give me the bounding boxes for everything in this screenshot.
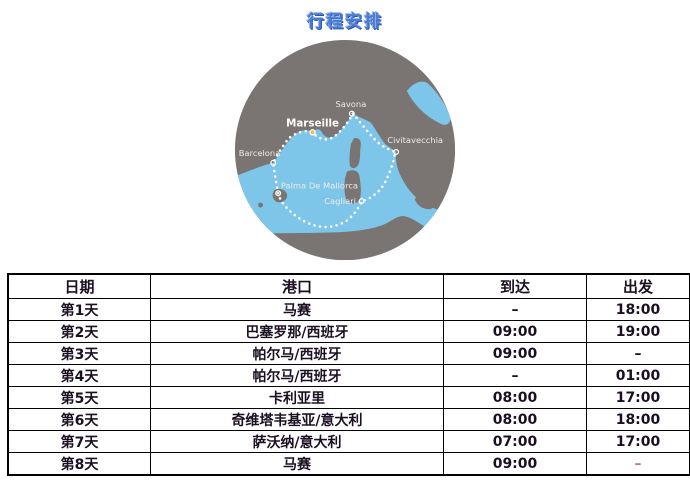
- day-cell: 第6天: [7, 408, 151, 431]
- table-row: 第4天 帕尔马/西班牙 –01:00: [7, 364, 690, 387]
- arrival-cell: 09:00: [443, 342, 587, 365]
- day-cell: 第4天: [7, 364, 151, 387]
- departure-cell: –: [586, 452, 690, 476]
- port-cell: 帕尔马/西班牙: [150, 342, 444, 365]
- savona-label: Savona: [335, 99, 366, 109]
- arrival-cell: 08:00: [443, 408, 587, 431]
- departure-cell: –: [586, 342, 690, 365]
- marseille-label: Marseille: [286, 117, 339, 129]
- table-header-row: 日期 港口 到达 出发: [7, 273, 690, 299]
- cagliari-label: Cagliari: [324, 196, 356, 206]
- departure-cell: 17:00: [586, 430, 690, 453]
- port-cell: 萨沃纳/意大利: [150, 430, 444, 453]
- table-row: 第2天 巴塞罗那/西班牙 09:00 19:00: [7, 320, 690, 343]
- arrival-cell: 08:00: [443, 386, 587, 409]
- header-date: 日期: [7, 273, 151, 299]
- port-cell: 卡利亚里: [150, 386, 444, 409]
- barcelona-marker[interactable]: [270, 159, 277, 166]
- arrival-cell: 09:00: [443, 452, 587, 476]
- table-row: 第8天 马赛 09:00–: [7, 452, 690, 476]
- arrival-cell: 07:00: [443, 430, 587, 453]
- civitavecchia-marker[interactable]: [393, 148, 400, 155]
- title-bar: 行程安排: [0, 0, 690, 32]
- header-port: 港口: [150, 273, 444, 299]
- marseille-marker[interactable]: [309, 129, 316, 136]
- palma-label: Palma De Mallorca: [281, 180, 358, 190]
- header-arrival: 到达: [443, 273, 587, 299]
- map-sardinia-island: [344, 170, 361, 204]
- day-cell: 第8天: [7, 452, 151, 476]
- port-cell: 帕尔马/西班牙: [150, 364, 444, 387]
- civitavecchia-label: Civitavecchia: [387, 135, 443, 145]
- day-cell: 第3天: [7, 342, 151, 365]
- route-map: Savona Marseille Civitavecchia Barcelona…: [234, 39, 456, 261]
- day-cell: 第7天: [7, 430, 151, 453]
- map-adriatic-sea: [406, 81, 451, 125]
- table-row: 第7天 萨沃纳/意大利 07:00 17:00: [7, 430, 690, 453]
- arrival-cell: 09:00: [443, 320, 587, 343]
- port-cell: 奇维塔韦基亚/意大利: [150, 408, 444, 431]
- port-cell: 马赛: [150, 298, 444, 321]
- table-row: 第5天 卡利亚里 08:00 17:00: [7, 386, 690, 409]
- map-container: Savona Marseille Civitavecchia Barcelona…: [0, 37, 690, 263]
- departure-cell: 18:00: [586, 298, 690, 321]
- map-corsica-island: [349, 138, 361, 169]
- palma-marker[interactable]: [275, 190, 282, 197]
- table-row: 第3天 帕尔马/西班牙 09:00–: [7, 342, 690, 365]
- cruise-route-path: [271, 111, 397, 229]
- day-cell: 第2天: [7, 320, 151, 343]
- barcelona-label: Barcelona: [239, 148, 281, 158]
- departure-cell: 01:00: [586, 364, 690, 387]
- table-row: 第1天 马赛 –18:00: [7, 298, 690, 321]
- itinerary-table: 日期 港口 到达 出发 第1天 马赛 –18:00 第2天 巴塞罗那/西班牙 09:00 1…: [7, 273, 690, 476]
- day-cell: 第5天: [7, 386, 151, 409]
- map-globe: Savona Marseille Civitavecchia Barcelona…: [234, 39, 456, 261]
- cagliari-marker[interactable]: [358, 198, 365, 205]
- map-sicily-island: [414, 193, 437, 210]
- day-cell: 第1天: [7, 298, 151, 321]
- departure-cell: 18:00: [586, 408, 690, 431]
- savona-marker[interactable]: [348, 110, 355, 117]
- arrival-cell: –: [443, 298, 587, 321]
- table-row: 第6天 奇维塔韦基亚/意大利 08:00 18:00: [7, 408, 690, 431]
- departure-cell: 17:00: [586, 386, 690, 409]
- page-title: 行程安排: [307, 12, 383, 32]
- port-cell: 巴塞罗那/西班牙: [150, 320, 444, 343]
- departure-cell: 19:00: [586, 320, 690, 343]
- header-departure: 出发: [586, 273, 690, 299]
- map-ibiza-island: [258, 202, 263, 208]
- port-cell: 马赛: [150, 452, 444, 476]
- arrival-cell: –: [443, 364, 587, 387]
